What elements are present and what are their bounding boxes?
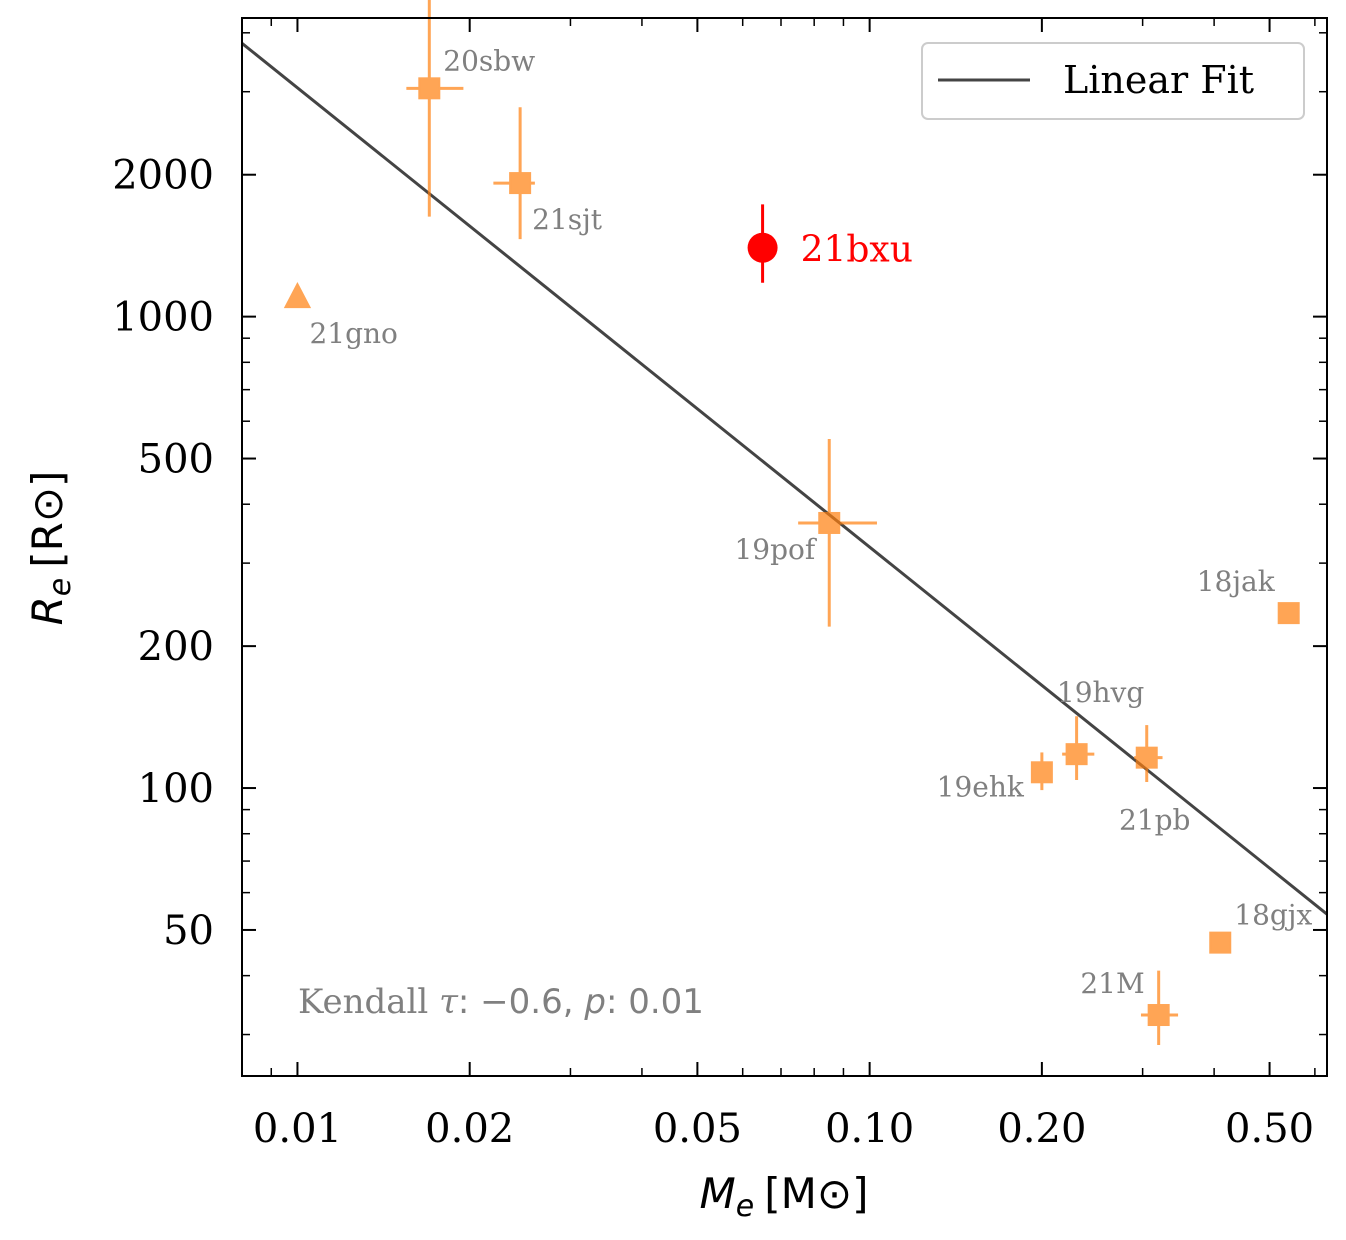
circle-marker <box>747 232 778 263</box>
point-label-21gno: 21gno <box>309 317 397 350</box>
y-tick-label: 100 <box>138 766 214 812</box>
square-marker <box>1147 1004 1170 1027</box>
point-label-18jak: 18jak <box>1197 565 1276 598</box>
point-19hvg <box>1062 716 1095 781</box>
square-marker <box>1065 743 1088 766</box>
x-tick-label: 0.10 <box>825 1106 914 1152</box>
y-tick-label: 200 <box>138 624 214 670</box>
point-label-20sbw: 20sbw <box>443 44 535 77</box>
square-marker <box>1209 931 1232 954</box>
point-label-21M: 21M <box>1080 967 1144 1000</box>
data-points-layer <box>283 0 1300 1046</box>
point-21sjt <box>493 107 535 240</box>
y-tick-label: 2000 <box>112 153 214 199</box>
x-tick-label: 0.02 <box>425 1106 514 1152</box>
point-20sbw <box>406 0 464 217</box>
point-21M <box>1140 970 1179 1046</box>
point-label-21bxu: 21bxu <box>801 230 913 271</box>
square-marker <box>1135 746 1158 769</box>
axis-ticks <box>241 18 1327 1076</box>
triangle-marker <box>283 281 312 309</box>
point-19pof <box>798 439 877 627</box>
point-labels-layer: 20sbw 21sjt 21gno 19pof 18jak 19hvg 19ehk 21pb 1… <box>309 44 1312 1000</box>
plot-frame <box>241 17 1328 1077</box>
y-axis-label: Re[R⊙] <box>23 471 78 626</box>
square-marker <box>1030 761 1053 784</box>
y-tick-label: 50 <box>163 908 214 954</box>
square-marker <box>509 172 532 195</box>
point-label-19hvg: 19hvg <box>1057 676 1144 709</box>
square-marker <box>818 511 841 534</box>
y-tick-label: 500 <box>138 437 214 483</box>
x-tick-label: 0.01 <box>253 1106 342 1152</box>
point-18jak <box>1277 602 1300 625</box>
y-tick-labels: 50 100 200 500 1000 2000 <box>112 153 214 954</box>
point-label-18gjx: 18gjx <box>1234 899 1312 932</box>
legend-box <box>921 42 1305 120</box>
x-tick-label: 0.20 <box>997 1106 1086 1152</box>
x-tick-labels: 0.01 0.02 0.05 0.10 0.20 0.50 <box>253 1106 1314 1152</box>
kendall-annotation: Kendall τ: −0.6, p: 0.01 <box>298 982 704 1022</box>
point-21gno <box>283 281 312 309</box>
point-label-21pb: 21pb <box>1119 804 1190 837</box>
x-tick-label: 0.05 <box>653 1106 742 1152</box>
point-18gjx <box>1209 931 1232 954</box>
square-marker <box>418 77 441 100</box>
point-19ehk <box>1030 752 1053 791</box>
legend: Linear Fit <box>921 42 1305 120</box>
point-label-19ehk: 19ehk <box>937 770 1025 803</box>
x-tick-label: 0.50 <box>1225 1106 1314 1152</box>
legend-fit-label: Linear Fit <box>1063 58 1254 102</box>
point-21pb <box>1134 725 1163 782</box>
square-marker <box>1277 602 1300 625</box>
y-tick-label: 1000 <box>112 295 214 341</box>
point-label-21sjt: 21sjt <box>532 203 603 236</box>
x-axis-label: Me [M⊙] <box>700 1169 869 1224</box>
point-21bxu <box>747 204 778 283</box>
point-label-19pof: 19pof <box>734 533 817 566</box>
